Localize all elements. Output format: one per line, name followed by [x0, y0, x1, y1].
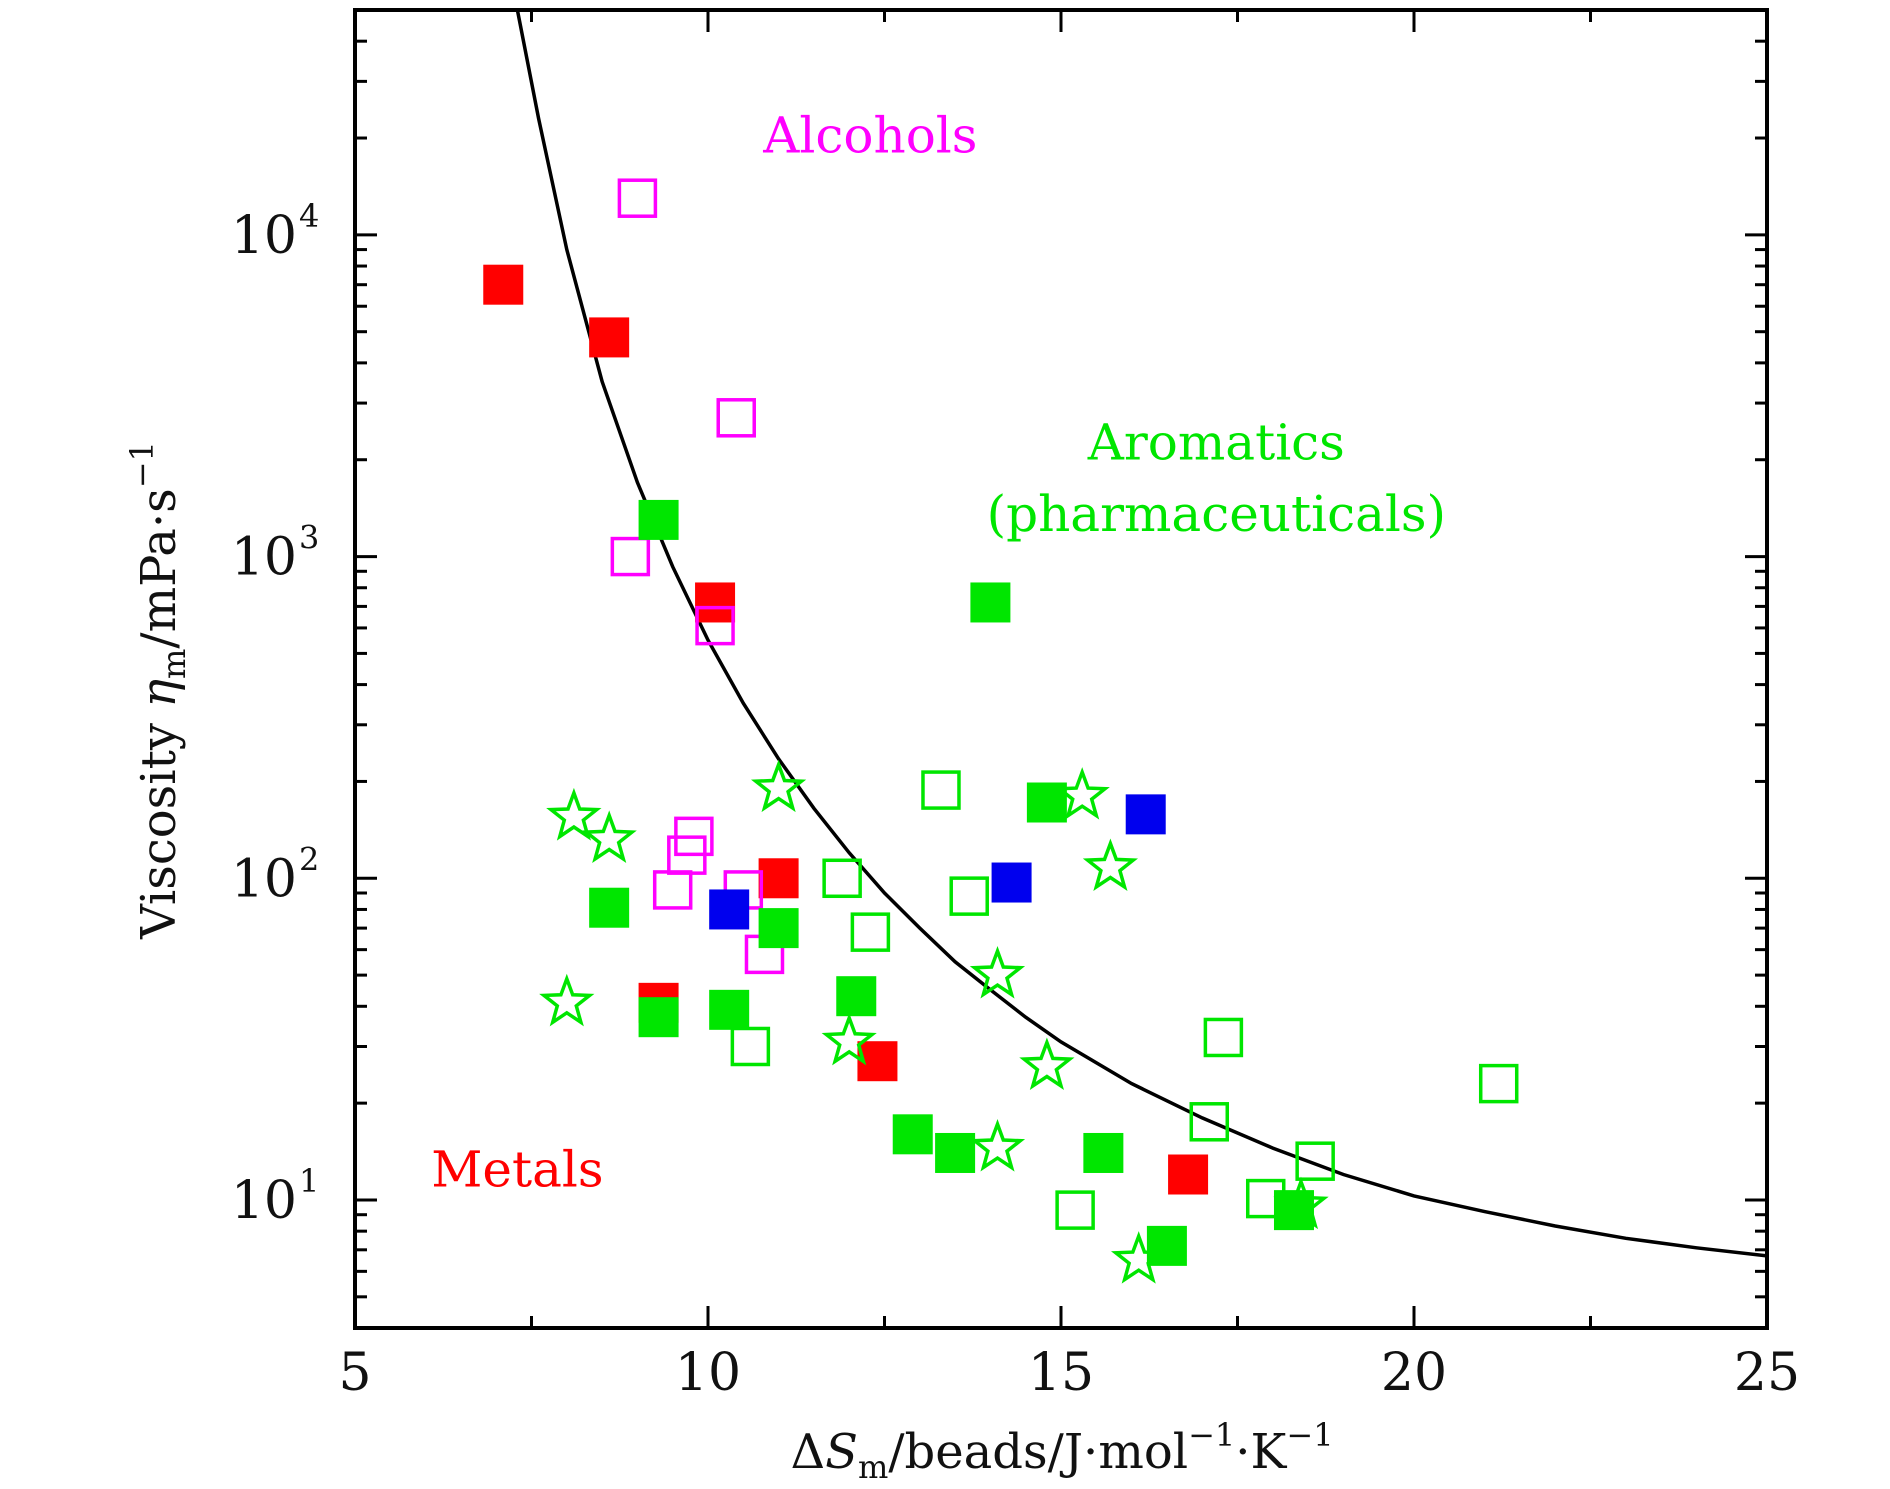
- data-point-aromatics-filled-7: [709, 989, 750, 1030]
- annotation-metals: Metals: [431, 1141, 603, 1199]
- data-point-aromatics-stars-9: [969, 1119, 1026, 1172]
- data-point-aromatics-open-10: [1055, 1190, 1095, 1230]
- y-tick-label: 10: [231, 528, 297, 588]
- data-point-aromatics-stars-6: [539, 973, 595, 1027]
- data-point-aromatics-open-7: [1189, 1102, 1230, 1142]
- y-tick-label: 10: [231, 206, 297, 266]
- data-point-metals-6: [1168, 1154, 1209, 1195]
- x-tick-label: 25: [1734, 1343, 1800, 1403]
- y-tick-label: 10: [231, 1171, 297, 1231]
- data-point-aromatics-filled-9: [935, 1132, 976, 1173]
- y-tick-label-exponent: 4: [299, 197, 319, 235]
- data-point-aromatics-stars-5: [969, 946, 1026, 999]
- data-point-metals-2: [695, 582, 736, 623]
- data-markers: [483, 178, 1519, 1284]
- data-point-alcohols-3: [695, 605, 735, 646]
- data-point-aromatics-open-3: [850, 912, 891, 952]
- data-point-blue-1: [991, 862, 1032, 903]
- data-point-alcohols-2: [610, 536, 651, 577]
- data-point-alcohols-0: [617, 178, 658, 218]
- data-point-aromatics-filled-3: [589, 887, 630, 928]
- data-point-aromatics-filled-1: [970, 582, 1011, 623]
- y-tick-label-exponent: 1: [299, 1162, 319, 1200]
- x-tick-labels: 5 10 15 20 25: [338, 1343, 1800, 1403]
- data-point-blue-0: [1125, 794, 1166, 835]
- data-point-blue-2: [709, 889, 750, 930]
- annotations: Alcohols Aromatics (pharmaceuticals) Metals: [431, 107, 1446, 1199]
- data-point-metals-0: [483, 264, 524, 305]
- data-point-aromatics-open-4: [730, 1026, 771, 1067]
- data-point-aromatics-filled-5: [836, 976, 877, 1017]
- data-point-aromatics-filled-6: [638, 997, 679, 1038]
- data-point-aromatics-stars-0: [546, 787, 602, 841]
- y-tick-label-exponent: 2: [299, 840, 319, 878]
- data-point-aromatics-stars-3: [1054, 767, 1110, 820]
- data-point-aromatics-stars-4: [1082, 838, 1138, 891]
- data-point-aromatics-stars-1: [581, 810, 637, 863]
- x-tick-label: 20: [1381, 1343, 1447, 1403]
- data-point-metals-3: [758, 858, 799, 899]
- data-point-aromatics-open-5: [1203, 1017, 1244, 1058]
- data-point-aromatics-filled-4: [758, 908, 799, 949]
- x-tick-label: 10: [675, 1343, 741, 1403]
- data-point-aromatics-open-8: [1295, 1141, 1335, 1181]
- data-point-aromatics-open-2: [949, 876, 989, 916]
- y-tick-label-exponent: 3: [299, 519, 319, 557]
- x-axis-label: ΔSm/beads/J·mol−1·K−1: [790, 1416, 1333, 1486]
- y-axis-label: Viscosity ηm/mPa·s−1: [123, 441, 193, 940]
- annotation-aromatics: Aromatics: [1087, 414, 1345, 472]
- data-point-alcohols-1: [716, 398, 756, 438]
- y-tick-label: 10: [231, 849, 297, 909]
- data-point-aromatics-filled-10: [1083, 1132, 1124, 1173]
- data-point-aromatics-stars-7: [821, 1012, 877, 1066]
- data-point-aromatics-filled-0: [638, 499, 679, 540]
- data-point-aromatics-stars-11: [1273, 1176, 1329, 1230]
- x-tick-label: 5: [338, 1343, 371, 1403]
- annotation-alcohols: Alcohols: [762, 107, 977, 165]
- data-point-aromatics-open-1: [822, 858, 862, 899]
- data-point-aromatics-filled-8: [892, 1114, 933, 1155]
- data-point-metals-1: [589, 317, 630, 358]
- axis-ticks: [353, 8, 1769, 1330]
- data-point-aromatics-stars-2: [751, 759, 807, 813]
- data-point-alcohols-6: [652, 870, 693, 910]
- x-tick-label: 15: [1028, 1343, 1094, 1403]
- annotation-pharmaceuticals: (pharmaceuticals): [987, 485, 1447, 543]
- data-point-aromatics-open-6: [1478, 1063, 1519, 1104]
- data-point-aromatics-open-0: [921, 770, 961, 810]
- data-point-aromatics-stars-10: [1111, 1231, 1167, 1284]
- data-point-aromatics-stars-8: [1019, 1037, 1075, 1090]
